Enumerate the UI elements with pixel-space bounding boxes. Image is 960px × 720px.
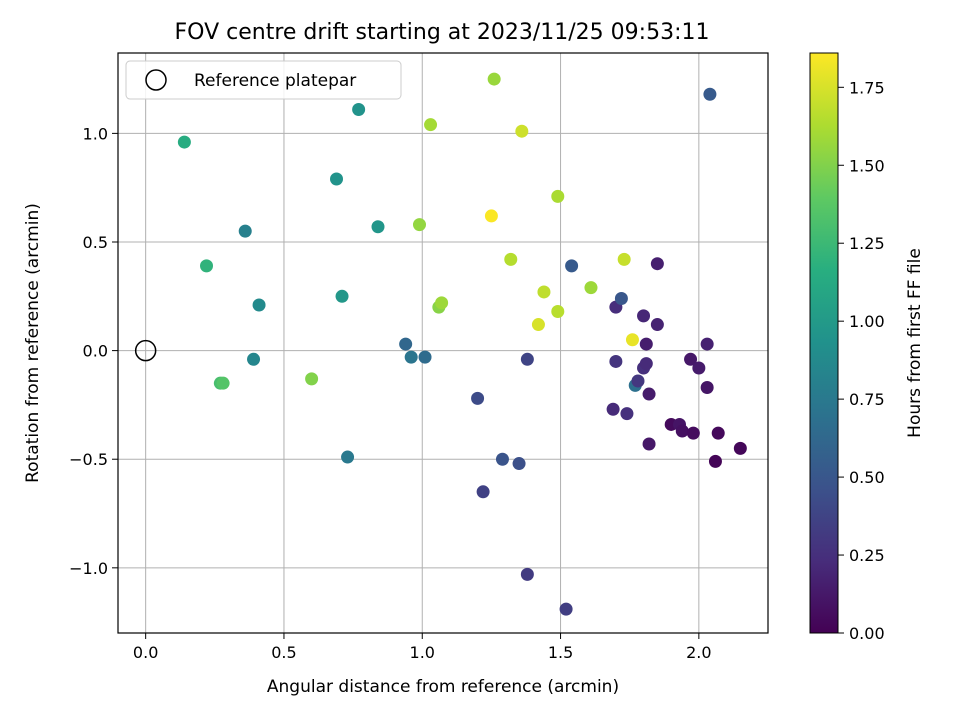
legend-marker (145, 69, 167, 91)
scatter-point (565, 259, 579, 273)
scatter-point (418, 350, 432, 364)
data-points (134, 72, 747, 616)
scatter-point (650, 318, 664, 332)
scatter-point (495, 452, 509, 466)
scatter-point (642, 437, 656, 451)
legend-box (125, 60, 402, 100)
y-tick-label: −0.5 (69, 450, 108, 469)
scatter-point (341, 450, 355, 464)
scatter-point (352, 102, 366, 116)
colorbar-tick-label: 0.25 (849, 546, 885, 565)
scatter-point (631, 374, 645, 388)
scatter-point (424, 118, 438, 132)
scatter-point (639, 357, 653, 371)
scatter-point (305, 372, 319, 386)
scatter-point (711, 426, 725, 440)
scatter-point (637, 309, 651, 323)
colorbar-tick-label: 1.25 (849, 234, 885, 253)
colorbar: 0.00 0.25 0.50 0.75 1.00 1.25 1.50 1.75 Hours f… (809, 52, 925, 643)
scatter-point (520, 567, 534, 581)
scatter-point (512, 457, 526, 471)
scatter-point (412, 218, 426, 232)
scatter-point (551, 305, 565, 319)
colorbar-tick-label: 1.50 (849, 156, 885, 175)
scatter-point (520, 352, 534, 366)
scatter-point (617, 252, 631, 266)
scatter-point (639, 337, 653, 351)
scatter-point (504, 252, 518, 266)
axis-ticks: 0.0 0.5 1.0 1.5 2.0 −1.0 −0.5 0.0 0.5 1.0 (69, 124, 711, 662)
plot-frame (117, 52, 769, 634)
scatter-point (200, 259, 214, 273)
scatter-point (551, 189, 565, 203)
scatter-point (216, 376, 230, 390)
colorbar-label: Hours from first FF file (905, 248, 925, 438)
scatter-point (404, 350, 418, 364)
scatter-point (625, 333, 639, 347)
x-tick-label: 1.5 (548, 643, 573, 662)
scatter-point (650, 257, 664, 271)
scatter-point (399, 337, 413, 351)
x-tick-label: 2.0 (686, 643, 711, 662)
scatter-point (692, 361, 706, 375)
grid-lines (118, 53, 768, 633)
scatter-point (515, 124, 529, 138)
scatter-point (476, 485, 490, 499)
scatter-point (700, 337, 714, 351)
scatter-point (435, 296, 449, 310)
scatter-point (606, 402, 620, 416)
colorbar-gradient (810, 53, 838, 633)
colorbar-tick-label: 1.75 (849, 78, 885, 97)
y-tick-label: 1.0 (83, 124, 108, 143)
scatter-point (330, 172, 344, 186)
scatter-point (537, 285, 551, 299)
colorbar-tick-label: 0.50 (849, 468, 885, 487)
reference-platepar-marker (134, 339, 157, 362)
colorbar-tick-label: 0.75 (849, 390, 885, 409)
y-tick-label: 0.5 (83, 233, 108, 252)
colorbar-frame (809, 52, 839, 634)
scatter-point (733, 441, 747, 455)
y-tick-label: 0.0 (83, 342, 108, 361)
legend-entry-reference: Reference platepar (194, 71, 356, 91)
scatter-point (559, 602, 573, 616)
legend: Reference platepar (125, 60, 402, 100)
scatter-point (371, 220, 385, 234)
scatter-point (642, 387, 656, 401)
scatter-point (614, 291, 628, 305)
scatter-point (609, 354, 623, 368)
colorbar-ticks: 0.00 0.25 0.50 0.75 1.00 1.25 1.50 1.75 (838, 78, 885, 643)
chart-title: FOV centre drift starting at 2023/11/25 … (175, 20, 710, 45)
scatter-point (484, 209, 498, 223)
x-tick-label: 0.5 (271, 643, 296, 662)
scatter-point (247, 352, 261, 366)
scatter-point (471, 391, 485, 405)
y-axis-label: Rotation from reference (arcmin) (23, 203, 43, 483)
scatter-point (708, 454, 722, 468)
scatter-point (487, 72, 501, 86)
scatter-point (531, 318, 545, 332)
scatter-point (252, 298, 266, 312)
scatter-point (335, 289, 349, 303)
scatter-point (684, 352, 698, 366)
y-tick-label: −1.0 (69, 559, 108, 578)
x-tick-label: 1.0 (410, 643, 435, 662)
colorbar-tick-label: 1.00 (849, 312, 885, 331)
scatter-point (238, 224, 252, 238)
scatter-point (703, 87, 717, 101)
scatter-point (620, 407, 634, 421)
scatter-point (675, 424, 689, 438)
scatter-point (584, 281, 598, 295)
colorbar-tick-label: 0.00 (849, 624, 885, 643)
x-axis-label: Angular distance from reference (arcmin) (267, 677, 619, 697)
scatter-point (177, 135, 191, 149)
scatter-point (686, 426, 700, 440)
scatter-point (700, 381, 714, 395)
x-tick-label: 0.0 (133, 643, 158, 662)
